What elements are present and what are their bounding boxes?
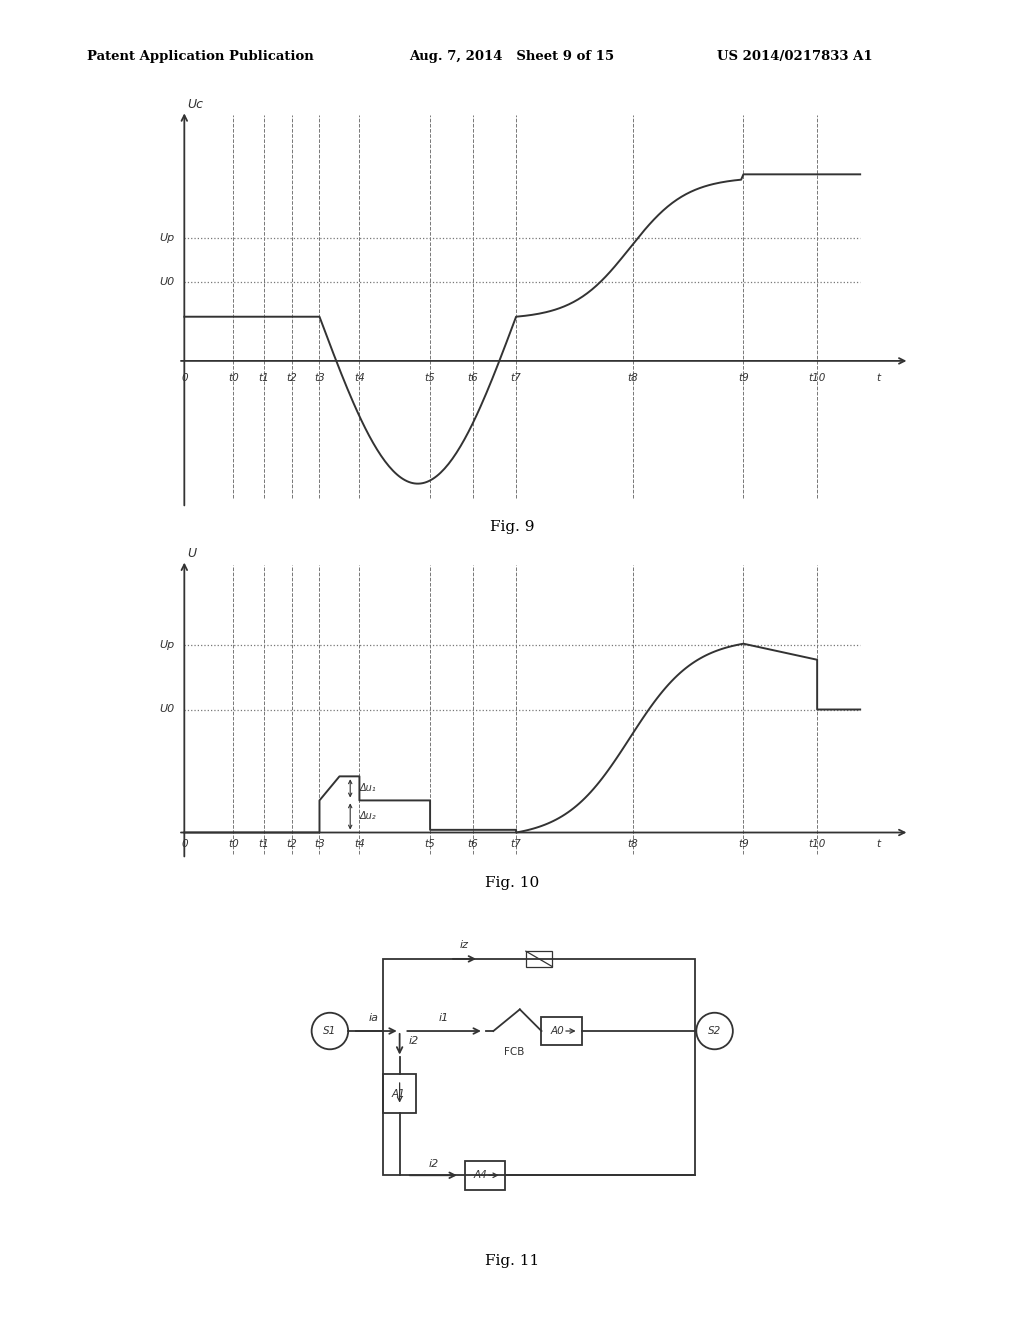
Text: S2: S2 (708, 1026, 721, 1036)
Text: t5: t5 (425, 374, 435, 383)
Text: t1: t1 (259, 840, 269, 849)
Text: Patent Application Publication: Patent Application Publication (87, 50, 313, 63)
Text: t7: t7 (511, 374, 521, 383)
Text: t6: t6 (468, 374, 478, 383)
Text: i2: i2 (409, 1036, 419, 1047)
Bar (383, 1074, 417, 1113)
Text: t4: t4 (354, 374, 365, 383)
Text: t5: t5 (425, 840, 435, 849)
Text: S1: S1 (324, 1026, 337, 1036)
Text: t1: t1 (259, 374, 269, 383)
Bar (383, 958, 695, 1175)
Text: FCB: FCB (504, 1047, 524, 1057)
Text: Fig. 9: Fig. 9 (489, 520, 535, 533)
Text: t8: t8 (628, 840, 638, 849)
Text: i1: i1 (439, 1014, 450, 1023)
Text: U: U (187, 546, 197, 560)
Text: Δu₂: Δu₂ (359, 812, 376, 821)
Text: t10: t10 (809, 840, 825, 849)
Text: iz: iz (460, 940, 469, 950)
Bar (542, 1016, 583, 1045)
Text: A4: A4 (473, 1171, 487, 1180)
Text: t9: t9 (738, 840, 749, 849)
Text: t7: t7 (511, 840, 521, 849)
Text: U0: U0 (160, 277, 175, 288)
Text: t6: t6 (468, 840, 478, 849)
Text: A0: A0 (550, 1026, 564, 1036)
Text: t0: t0 (228, 840, 239, 849)
Bar (526, 952, 552, 966)
Text: t8: t8 (628, 374, 638, 383)
Text: Δu₁: Δu₁ (359, 783, 376, 793)
Text: U0: U0 (160, 705, 175, 714)
Text: t10: t10 (809, 374, 825, 383)
Text: t2: t2 (287, 374, 297, 383)
Text: A1: A1 (391, 1089, 406, 1098)
Text: Uc: Uc (187, 98, 204, 111)
Bar (465, 1160, 506, 1189)
Text: Aug. 7, 2014   Sheet 9 of 15: Aug. 7, 2014 Sheet 9 of 15 (410, 50, 614, 63)
Text: t0: t0 (228, 374, 239, 383)
Text: t: t (877, 374, 881, 383)
Text: ia: ia (369, 1014, 379, 1023)
Text: t2: t2 (287, 840, 297, 849)
Text: Up: Up (160, 640, 175, 651)
Text: Fig. 11: Fig. 11 (485, 1254, 539, 1267)
Text: t3: t3 (314, 840, 325, 849)
Text: US 2014/0217833 A1: US 2014/0217833 A1 (717, 50, 872, 63)
Text: t3: t3 (314, 374, 325, 383)
Text: i2: i2 (428, 1159, 438, 1168)
Text: 0: 0 (181, 374, 187, 383)
Text: Fig. 10: Fig. 10 (485, 876, 539, 890)
Text: Up: Up (160, 234, 175, 243)
Text: t: t (877, 840, 881, 849)
Text: t4: t4 (354, 840, 365, 849)
Text: 0: 0 (181, 840, 187, 849)
Text: t9: t9 (738, 374, 749, 383)
